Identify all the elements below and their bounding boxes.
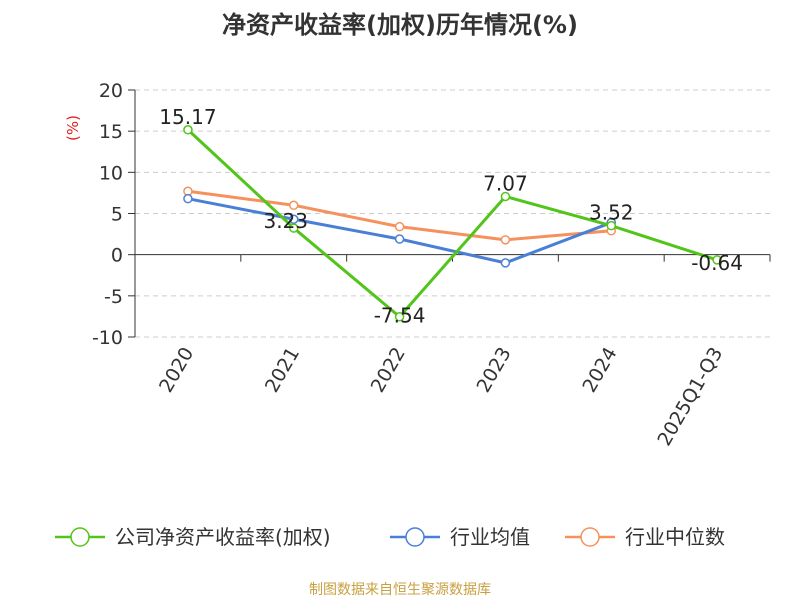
data-point [289,200,299,211]
data-point [500,191,511,202]
data-label: 15.17 [159,105,216,129]
data-point [712,255,722,265]
y-tick-label: -5 [104,286,123,308]
data-label: -0.64 [691,251,743,275]
data-label: -7.54 [374,304,426,328]
legend-marker [70,527,90,547]
legend-label: 行业中位数 [625,525,725,549]
y-tick-label: 20 [99,80,123,102]
data-point [394,221,405,232]
data-point [394,311,405,322]
x-tick-label: 2021 [261,344,304,397]
legend-marker [405,527,425,547]
y-tick-label: -10 [92,327,123,349]
series-group [183,125,722,322]
data-point [394,234,405,244]
y-tick-label: 5 [111,204,123,226]
y-tick-label: 0 [111,245,123,267]
data-point [183,125,193,135]
y-tick-label: 15 [99,121,123,143]
x-tick-label: 2022 [367,344,410,397]
data-point [289,223,299,233]
source-note: 制图数据来自恒生聚源数据库 [309,582,491,598]
data-point [289,214,299,225]
x-tick-label: 2025Q1-Q3 [653,344,727,450]
x-tick-label: 2020 [155,344,198,397]
x-tick-label: 2023 [473,343,516,396]
y-tick-label: 10 [99,162,123,184]
x-ticks: 2020 2021 2022 2023 2024 2025Q1-Q3 [155,343,727,449]
x-tick-label: 2024 [578,344,621,397]
data-labels: 15.17 3.23 -7.54 7.07 3.52 -0.64 [159,105,743,328]
gridlines [135,89,770,338]
data-label: 3.52 [589,201,634,225]
chart-title: 净资产收益率(加权)历年情况(%) [222,11,578,39]
series-line [186,128,718,319]
legend-label: 行业均值 [450,525,530,549]
y-ticks: 20 15 10 5 0 -5 -10 [92,80,135,349]
legend: 公司净资产收益率(加权) 行业均值 行业中位数 [55,525,725,549]
data-point [183,193,193,204]
y-axis-label: (%) [64,115,82,141]
data-point [606,220,616,231]
legend-marker [580,527,600,547]
data-point [500,235,511,245]
legend-label: 公司净资产收益率(加权) [115,525,331,549]
data-label: 3.23 [263,209,308,233]
data-point [500,258,511,268]
series-line [187,189,612,242]
data-label: 7.07 [483,171,528,195]
